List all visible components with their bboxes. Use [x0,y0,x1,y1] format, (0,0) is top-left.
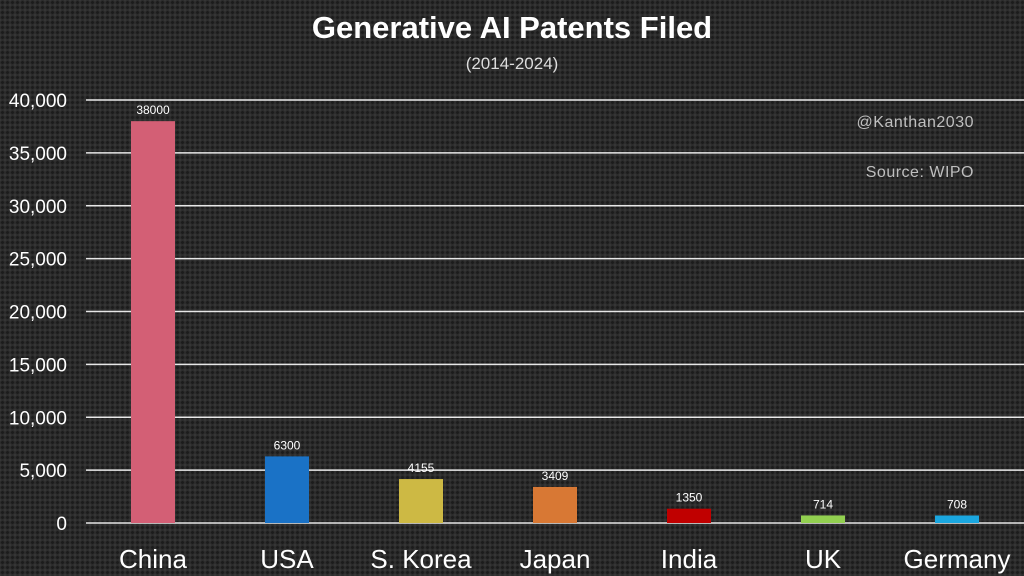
y-tick-label: 15,000 [9,355,67,376]
x-tick-label: UK [805,544,842,574]
bar-uk [801,515,845,523]
x-tick-label: Germany [904,544,1011,574]
source-note: Source: WIPO [865,164,974,181]
data-label: 6300 [274,438,301,452]
y-tick-label: 30,000 [9,197,67,218]
y-tick-label: 35,000 [9,144,67,165]
data-label: 4155 [408,461,435,475]
bar-usa [265,456,309,523]
x-tick-label: USA [260,544,314,574]
data-label: 3409 [542,469,569,483]
y-tick-label: 40,000 [9,91,67,112]
data-label: 708 [947,498,967,512]
x-tick-label: China [119,544,187,574]
bar-india [667,508,711,523]
chart-subtitle: (2014-2024) [465,54,559,73]
bar-japan [533,486,577,523]
data-label: 1350 [676,491,703,505]
author-handle: @Kanthan2030 [856,114,974,131]
bar-china [131,121,175,524]
x-tick-label: S. Korea [370,544,472,574]
data-label: 38000 [136,103,170,117]
x-tick-label: Japan [520,544,591,574]
y-tick-label: 20,000 [9,303,67,324]
bar-germany [935,515,979,523]
x-tick-label: India [661,544,718,574]
y-tick-label: 0 [56,514,67,535]
bar-s-korea [399,479,443,523]
y-tick-label: 25,000 [9,250,67,271]
data-label: 714 [813,497,833,511]
y-tick-label: 10,000 [9,408,67,429]
y-tick-label: 5,000 [19,461,67,482]
chart-title: Generative AI Patents Filed [311,10,713,45]
